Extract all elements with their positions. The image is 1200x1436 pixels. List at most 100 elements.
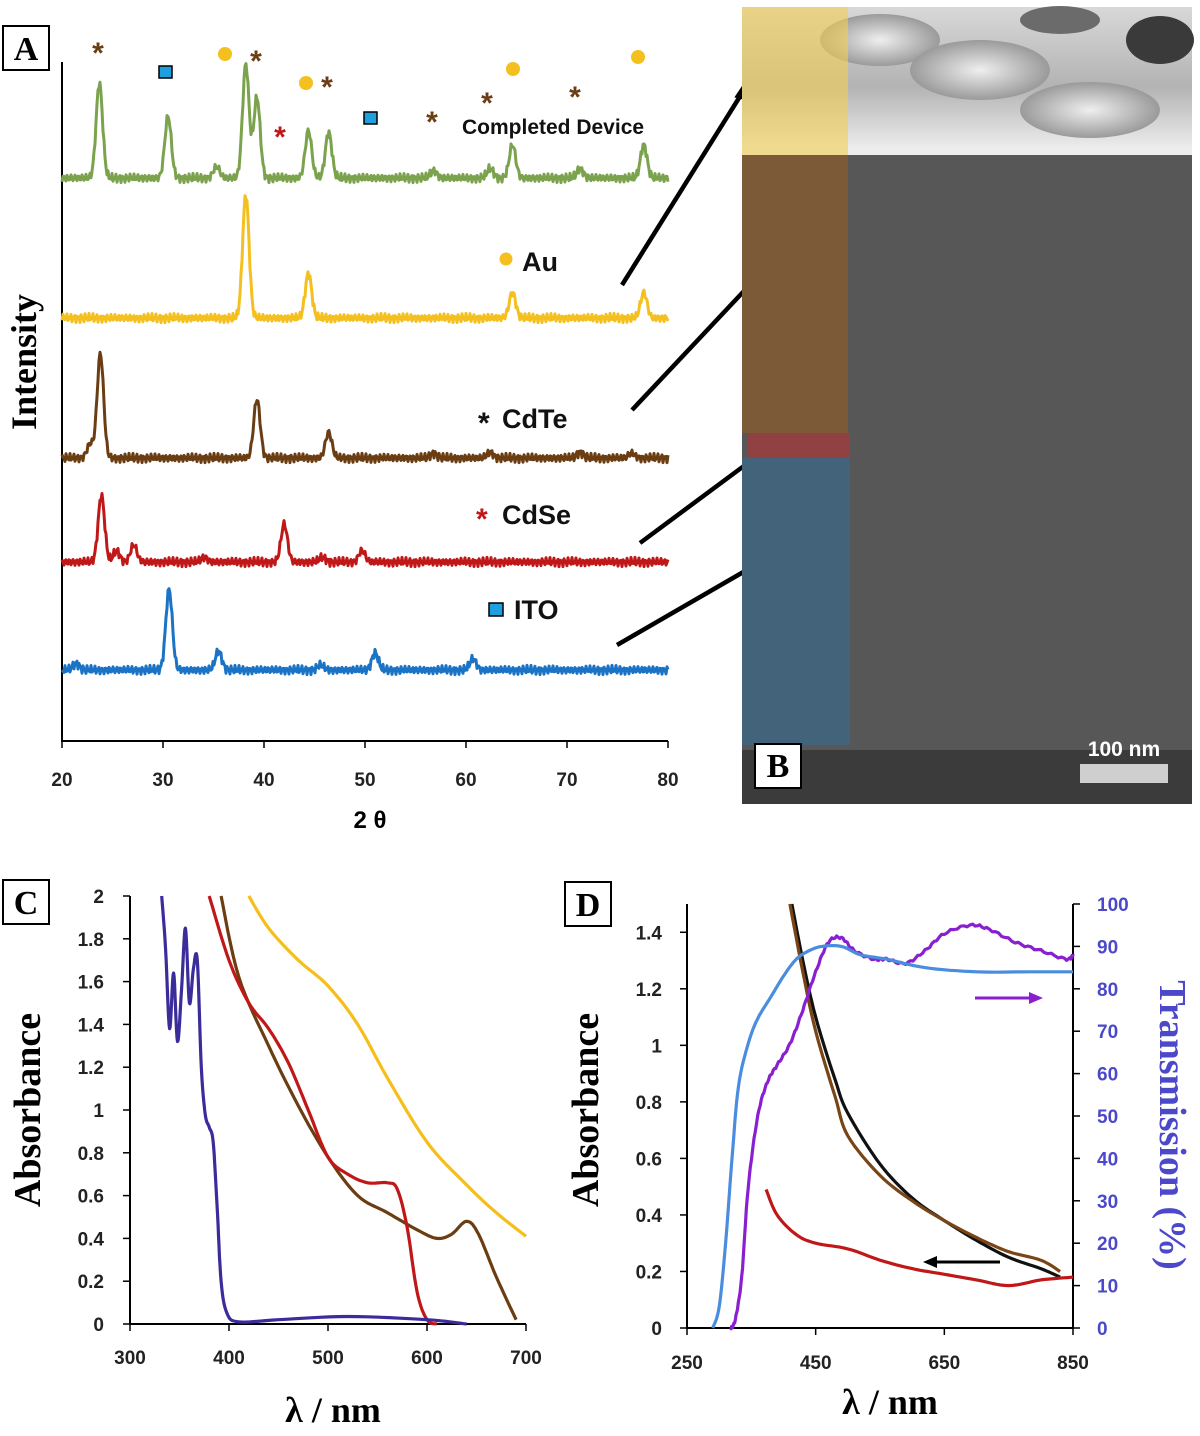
panel-d-y2label: Transmission (%) <box>1151 980 1193 1270</box>
panel-c-y-tick-label: 1 <box>93 1101 104 1122</box>
panel-d-letter: D <box>576 887 601 924</box>
legend-au-marker <box>499 252 513 266</box>
transmission-trace-purple <box>729 922 1075 1331</box>
panel-c-ylabel: Absorbance <box>7 1013 49 1207</box>
panel-a-xlabel: 2 θ <box>354 807 387 834</box>
absorbance-trace-black <box>790 903 1061 1279</box>
panel-c-y-tick-label: 0.6 <box>78 1187 104 1208</box>
peak-marker-au <box>506 62 520 76</box>
sem-grain <box>820 14 940 66</box>
panel-d-y-tick-label: 0.2 <box>636 1262 662 1283</box>
scale-bar <box>1080 764 1168 783</box>
panel-d-y2-tick-label: 0 <box>1097 1319 1108 1340</box>
peak-marker-cdte: * <box>321 71 333 104</box>
panel-d-y2-tick-label: 50 <box>1097 1107 1118 1128</box>
absorbance-trace-red <box>207 895 438 1326</box>
panel-c-y-tick-label: 0.8 <box>78 1144 104 1165</box>
legend-cdte-marker: * <box>478 407 490 440</box>
panel-d-y2-tick-label: 100 <box>1097 895 1129 916</box>
panel-b-letter: B <box>767 748 790 785</box>
panel-c-y-tick-label: 1.2 <box>78 1058 104 1079</box>
panel-c-xlabel: λ / nm <box>285 1390 381 1430</box>
panel-c-x-tick-label: 700 <box>510 1348 542 1369</box>
xrd-trace-cdte <box>60 350 670 465</box>
peak-marker-au <box>299 76 313 90</box>
panel-a-x-tick-label: 30 <box>152 770 173 791</box>
peak-marker-au <box>218 47 232 61</box>
panel-a-x-tick-label: 50 <box>354 770 375 791</box>
legend-ito-marker <box>488 602 504 617</box>
panel-a: A 20 30 40 50 60 70 80 Intensity 2 θ Completed… <box>2 25 778 834</box>
peak-marker-ito <box>158 65 173 79</box>
panel-a-letter: A <box>14 31 39 68</box>
panel-d-y-tick-label: 0.6 <box>636 1149 662 1170</box>
label-ito: ITO <box>514 595 559 625</box>
panel-c-y-tick-label: 0.2 <box>78 1272 104 1293</box>
xrd-trace-completed-device <box>60 62 670 185</box>
panel-c-x-tick-label: 400 <box>213 1348 245 1369</box>
sem-grain <box>1020 82 1160 138</box>
panel-d-ylabel: Absorbance <box>565 1013 607 1207</box>
panel-d-y2-tick-label: 70 <box>1097 1022 1118 1043</box>
panel-c-y-tick-label: 1.4 <box>78 1015 105 1036</box>
peak-marker-cdte: * <box>569 81 581 114</box>
sem-grain <box>910 40 1050 100</box>
panel-c-letter-box <box>2 879 50 925</box>
sem-interface <box>742 147 1192 155</box>
panel-c-x-tick-label: 500 <box>312 1348 344 1369</box>
panel-a-x-tick-label: 60 <box>455 770 476 791</box>
arrow-au-layer <box>620 88 746 287</box>
panel-d-x-tick-label: 850 <box>1057 1353 1089 1374</box>
panel-d-y-tick-label: 0 <box>651 1319 662 1340</box>
absorbance-trace-yellow <box>247 895 527 1238</box>
peak-marker-ito <box>363 111 378 125</box>
panel-d-y2-tick-label: 90 <box>1097 937 1118 958</box>
absorbance-trace-brown <box>788 903 1061 1273</box>
peak-marker-cdte: * <box>426 106 438 139</box>
panel-a-x-tick-label: 20 <box>51 770 72 791</box>
xrd-trace-au <box>60 194 670 325</box>
sem-overlay-ito <box>742 458 850 745</box>
peak-marker-cdte: * <box>481 87 493 120</box>
peak-marker-cdte: * <box>92 37 104 70</box>
sem-overlay-au <box>742 7 848 155</box>
label-completed-device: Completed Device <box>462 116 644 139</box>
panel-d-y-tick-label: 0.8 <box>636 1093 662 1114</box>
panel-c-y-tick-label: 1.6 <box>78 973 104 994</box>
panel-d-x-tick-label: 650 <box>928 1353 960 1374</box>
sem-void <box>1126 16 1194 64</box>
panel-d-y-tick-label: 1 <box>651 1036 662 1057</box>
panel-d-y-tick-label: 0.4 <box>636 1206 663 1227</box>
panel-a-x-tick-label: 70 <box>556 770 577 791</box>
sem-overlay-cdte <box>742 155 848 433</box>
panel-a-x-tick-label: 80 <box>657 770 678 791</box>
panel-d-y2-tick-label: 60 <box>1097 1065 1118 1086</box>
panel-c-y-tick-label: 1.8 <box>78 930 104 951</box>
panel-c-x-tick-label: 600 <box>411 1348 443 1369</box>
panel-d-xlabel: λ / nm <box>842 1382 938 1422</box>
panel-c-y-tick-label: 0.4 <box>78 1229 105 1250</box>
arrow-cdte-layer <box>630 272 762 412</box>
panel-c-y-tick-label: 2 <box>93 887 104 908</box>
label-cdte: CdTe <box>502 404 568 434</box>
sem-void <box>1020 6 1100 34</box>
xrd-trace-cdse <box>60 492 670 569</box>
arrow-to-transmission-axis-head <box>1029 992 1043 1004</box>
arrow-ito-layer <box>615 565 754 647</box>
peak-marker-cdse: * <box>274 121 286 154</box>
peak-markers: * * * * * * * <box>92 37 645 154</box>
panel-d-x-tick-label: 250 <box>671 1353 703 1374</box>
panel-d-y2-tick-label: 40 <box>1097 1149 1118 1170</box>
absorbance-trace-brown <box>219 895 518 1321</box>
peak-marker-au <box>631 50 645 64</box>
absorbance-trace-blue <box>160 895 467 1326</box>
panel-c-y-tick-label: 0 <box>93 1315 104 1336</box>
panel-b: 100 nm B <box>742 6 1194 804</box>
peak-marker-cdte: * <box>250 45 262 78</box>
absorbance-trace-red <box>764 1188 1074 1288</box>
panel-c-letter: C <box>14 885 39 922</box>
arrow-to-absorbance-axis-head <box>923 1256 937 1268</box>
panel-a-ylabel: Intensity <box>4 294 44 430</box>
arrow-cdse-layer <box>638 455 758 545</box>
